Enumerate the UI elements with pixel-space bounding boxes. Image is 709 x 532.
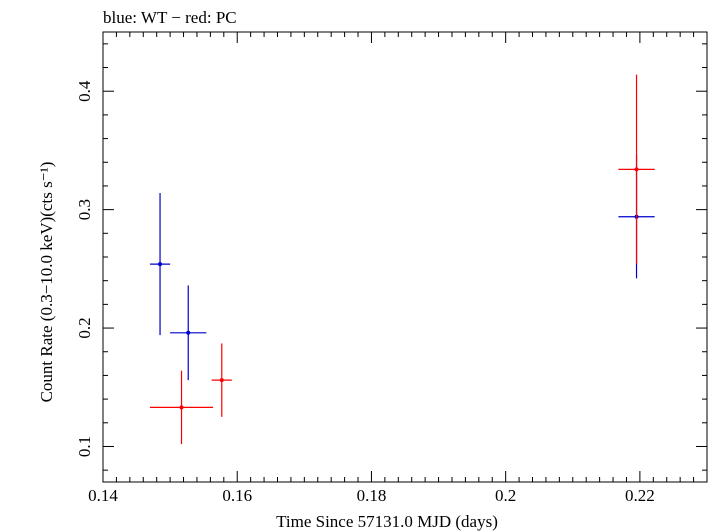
data-point [158, 262, 163, 267]
x-tick-label: 0.22 [625, 486, 655, 505]
chart-title: blue: WT − red: PC [103, 8, 237, 27]
x-tick-label: 0.2 [495, 486, 516, 505]
data-series [149, 74, 655, 445]
x-axis-label: Time Since 57131.0 MJD (days) [276, 512, 498, 531]
y-axis-label: Count Rate (0.3−10.0 keV)(cts s⁻¹) [37, 162, 56, 403]
series-pc [149, 74, 655, 445]
series-wt [149, 155, 655, 381]
data-point [179, 405, 184, 410]
y-tick-label: 0.2 [75, 317, 94, 338]
x-tick-label: 0.16 [222, 486, 252, 505]
y-tick-label: 0.4 [75, 80, 94, 102]
data-point [186, 330, 191, 335]
tick-labels: 0.14 0.16 0.18 0.2 0.22 0.1 0.2 0.3 0.4 [75, 80, 655, 505]
axis-ticks [102, 32, 708, 482]
x-tick-label: 0.14 [88, 486, 118, 505]
x-tick-label: 0.18 [357, 486, 387, 505]
data-point [219, 378, 224, 383]
y-tick-label: 0.1 [75, 436, 94, 457]
data-point [634, 167, 639, 172]
y-tick-label: 0.3 [75, 199, 94, 220]
plot-frame [102, 31, 708, 483]
